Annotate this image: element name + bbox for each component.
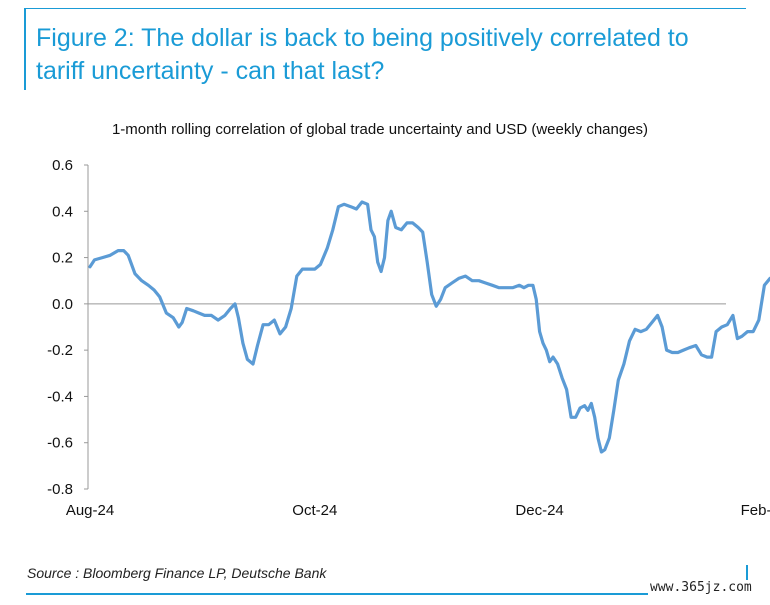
y-tick-label: 0.6 bbox=[52, 157, 73, 174]
line-chart: 0.6 0.4 0.2 0.0 -0.2 -0.4 -0.6 -0.8 Aug-24 Oct-24… bbox=[47, 157, 770, 519]
y-tick-label: -0.4 bbox=[47, 388, 73, 405]
y-tick-label: 0.4 bbox=[52, 203, 73, 220]
watermark: www.365jz.com bbox=[648, 580, 754, 595]
footer-rule bbox=[26, 593, 748, 595]
header-left-rule bbox=[24, 8, 26, 90]
y-tick-label: 0.2 bbox=[52, 250, 73, 267]
figure-title: Figure 2: The dollar is back to being po… bbox=[36, 24, 689, 85]
x-tick-label: Feb-25 bbox=[741, 502, 770, 519]
header-top-rule bbox=[26, 8, 746, 9]
chart-title: 1-month rolling correlation of global tr… bbox=[111, 121, 649, 138]
y-tick-label: 0.0 bbox=[52, 296, 73, 313]
y-tick-label: -0.2 bbox=[47, 342, 73, 359]
series-line bbox=[88, 200, 770, 454]
x-tick-label: Dec-24 bbox=[515, 502, 563, 519]
x-tick-label: Oct-24 bbox=[292, 502, 337, 519]
y-tick-label: -0.8 bbox=[47, 481, 73, 498]
x-tick-label: Aug-24 bbox=[66, 502, 114, 519]
source-note: Source : Bloomberg Finance LP, Deutsche … bbox=[27, 565, 327, 581]
y-tick-label: -0.6 bbox=[47, 435, 73, 452]
